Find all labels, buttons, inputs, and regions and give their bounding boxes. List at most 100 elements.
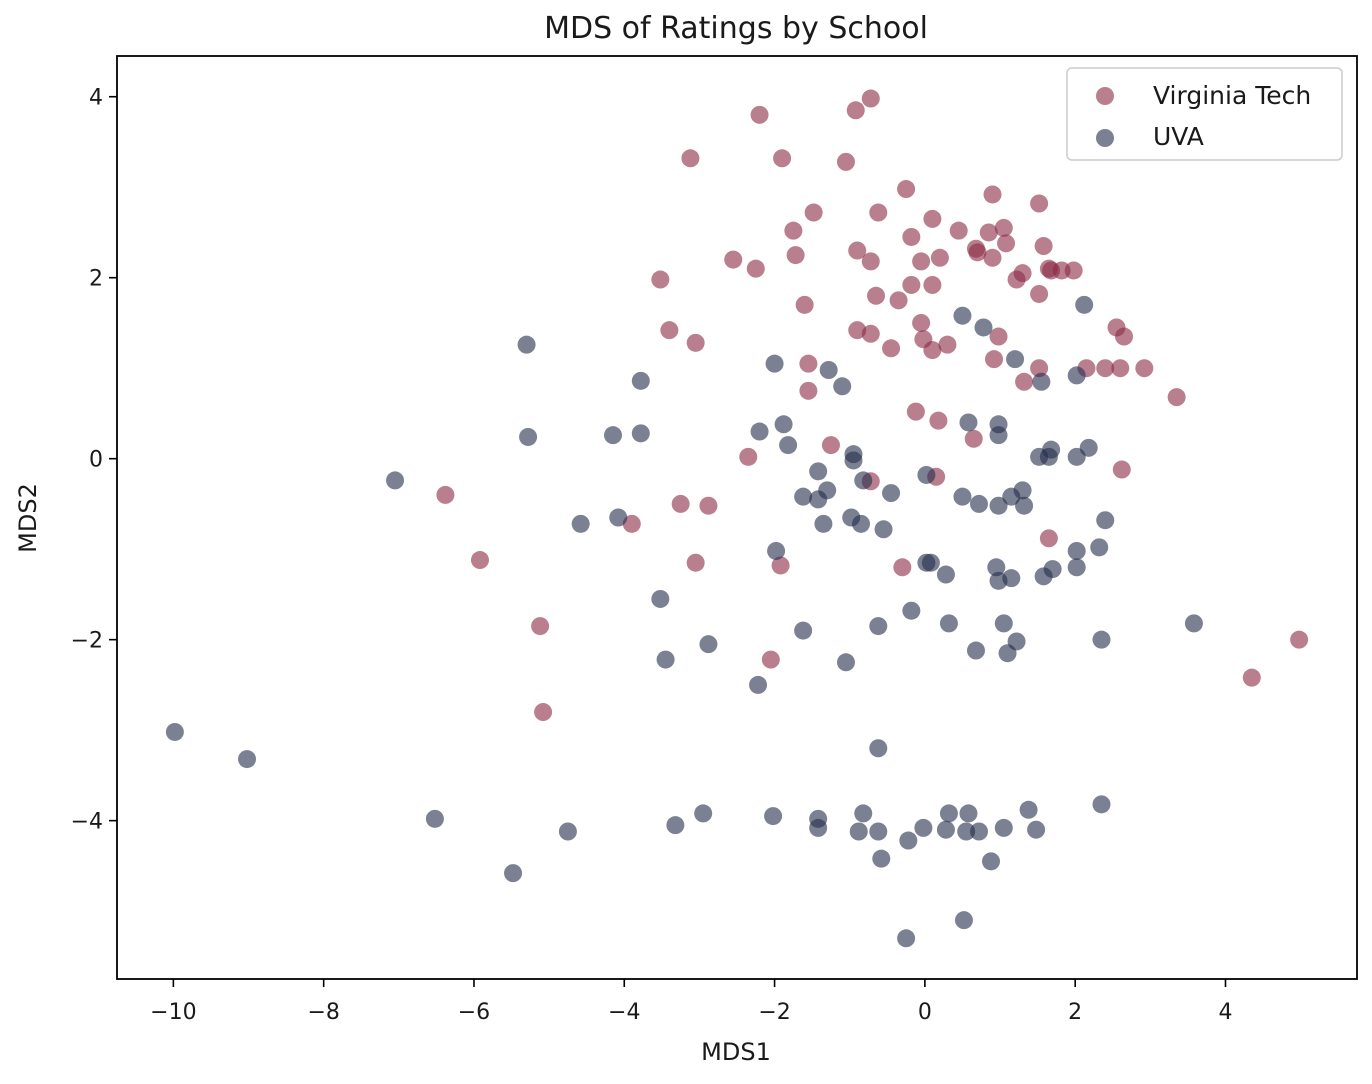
data-point-uva bbox=[1067, 447, 1086, 466]
data-point-virginia-tech bbox=[799, 354, 818, 373]
data-point-uva bbox=[998, 644, 1017, 663]
data-point-uva bbox=[914, 818, 933, 837]
data-point-uva bbox=[953, 487, 972, 506]
data-point-virginia-tech bbox=[968, 243, 987, 262]
data-point-virginia-tech bbox=[724, 250, 743, 269]
data-point-virginia-tech bbox=[470, 551, 489, 570]
data-point-uva bbox=[854, 804, 873, 823]
data-point-virginia-tech bbox=[902, 275, 921, 294]
data-point-uva bbox=[1019, 800, 1038, 819]
data-point-virginia-tech bbox=[985, 350, 1004, 369]
y-axis-label: MDS2 bbox=[14, 483, 42, 553]
data-point-uva bbox=[694, 804, 713, 823]
data-point-virginia-tech bbox=[893, 558, 912, 577]
data-point-virginia-tech bbox=[1167, 388, 1186, 407]
data-point-uva bbox=[699, 635, 718, 654]
data-point-virginia-tech bbox=[949, 221, 968, 240]
y-tick-label: 0 bbox=[89, 448, 103, 473]
data-point-uva bbox=[558, 822, 577, 841]
data-point-virginia-tech bbox=[651, 270, 670, 289]
data-point-virginia-tech bbox=[739, 447, 758, 466]
data-point-uva bbox=[814, 514, 833, 533]
data-point-uva bbox=[750, 422, 769, 441]
data-point-uva bbox=[936, 565, 955, 584]
data-point-uva bbox=[897, 929, 916, 948]
data-point-virginia-tech bbox=[660, 321, 679, 340]
x-tick-label: 4 bbox=[1218, 1000, 1232, 1025]
x-tick-label: −4 bbox=[608, 1000, 640, 1025]
data-point-virginia-tech bbox=[906, 402, 925, 421]
data-point-uva bbox=[969, 494, 988, 513]
data-point-virginia-tech bbox=[867, 286, 886, 305]
data-point-virginia-tech bbox=[848, 241, 867, 260]
data-point-virginia-tech bbox=[699, 496, 718, 515]
data-point-virginia-tech bbox=[848, 321, 867, 340]
data-point-uva bbox=[631, 424, 650, 443]
data-point-uva bbox=[994, 614, 1013, 633]
data-point-uva bbox=[854, 471, 873, 490]
legend-marker-uva bbox=[1096, 129, 1114, 147]
data-point-uva bbox=[809, 490, 828, 509]
data-point-uva bbox=[844, 451, 863, 470]
data-point-virginia-tech bbox=[1242, 668, 1261, 687]
data-point-uva bbox=[957, 822, 976, 841]
data-point-virginia-tech bbox=[1111, 359, 1130, 378]
data-point-uva bbox=[504, 864, 523, 883]
data-point-virginia-tech bbox=[938, 335, 957, 354]
data-point-uva bbox=[869, 822, 888, 841]
data-point-uva bbox=[969, 822, 988, 841]
data-point-uva bbox=[1027, 820, 1046, 839]
data-point-uva bbox=[899, 831, 918, 850]
data-point-uva bbox=[809, 462, 828, 481]
data-point-virginia-tech bbox=[923, 209, 942, 228]
data-point-virginia-tech bbox=[686, 333, 705, 352]
data-point-virginia-tech bbox=[1030, 284, 1049, 303]
data-point-uva bbox=[765, 354, 784, 373]
data-point-uva bbox=[902, 601, 921, 620]
data-point-virginia-tech bbox=[1112, 460, 1131, 479]
data-point-uva bbox=[386, 471, 405, 490]
data-point-uva bbox=[238, 750, 257, 769]
data-point-uva bbox=[939, 614, 958, 633]
x-tick-label: −6 bbox=[458, 1000, 490, 1025]
data-point-uva bbox=[974, 318, 993, 337]
data-point-uva bbox=[571, 514, 590, 533]
data-point-virginia-tech bbox=[761, 650, 780, 669]
data-point-uva bbox=[1006, 350, 1025, 369]
y-tick-label: −4 bbox=[71, 810, 103, 835]
data-point-uva bbox=[833, 377, 852, 396]
data-point-virginia-tech bbox=[671, 494, 690, 513]
data-point-virginia-tech bbox=[997, 234, 1016, 253]
data-point-virginia-tech bbox=[622, 514, 641, 533]
data-point-uva bbox=[989, 496, 1008, 515]
data-point-virginia-tech bbox=[795, 295, 814, 314]
y-tick-label: −2 bbox=[71, 629, 103, 654]
data-point-virginia-tech bbox=[681, 149, 700, 168]
data-point-uva bbox=[1067, 558, 1086, 577]
data-point-virginia-tech bbox=[786, 246, 805, 265]
data-point-virginia-tech bbox=[964, 429, 983, 448]
data-point-uva bbox=[921, 553, 940, 572]
data-point-uva bbox=[959, 804, 978, 823]
data-point-uva bbox=[1092, 630, 1111, 649]
data-point-virginia-tech bbox=[821, 436, 840, 455]
x-tick-label: −2 bbox=[758, 1000, 790, 1025]
data-point-uva bbox=[989, 426, 1008, 445]
data-point-uva bbox=[874, 520, 893, 539]
legend-box bbox=[1066, 67, 1343, 161]
data-point-uva bbox=[517, 335, 536, 354]
data-point-uva bbox=[604, 426, 622, 445]
data-point-virginia-tech bbox=[771, 556, 790, 575]
data-point-uva bbox=[764, 807, 783, 826]
data-point-virginia-tech bbox=[861, 324, 880, 343]
data-point-virginia-tech bbox=[1064, 261, 1083, 280]
data-point-virginia-tech bbox=[1290, 630, 1309, 649]
x-tick-label: −10 bbox=[150, 1000, 196, 1025]
data-point-uva bbox=[939, 804, 958, 823]
data-point-uva bbox=[954, 911, 973, 930]
data-point-uva bbox=[425, 809, 444, 828]
data-point-uva bbox=[994, 818, 1013, 837]
data-point-virginia-tech bbox=[889, 291, 908, 310]
y-tick-label: 2 bbox=[89, 267, 103, 292]
